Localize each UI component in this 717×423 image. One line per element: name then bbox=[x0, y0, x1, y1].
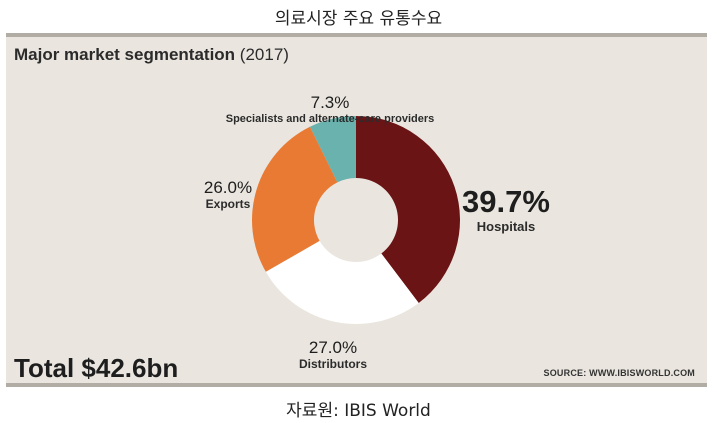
slice-distributors bbox=[265, 240, 419, 324]
slice-exports bbox=[252, 126, 338, 272]
chart-title-year: (2017) bbox=[239, 45, 289, 64]
chart-title-main: Major market segmentation bbox=[14, 45, 236, 64]
data-label-hospitals-name: Hospitals bbox=[477, 219, 536, 234]
data-label-hospitals-percent: 39.7% bbox=[462, 184, 550, 219]
data-label-distributors-name: Distributors bbox=[299, 357, 367, 371]
page-caption-bottom: 자료원: IBIS World bbox=[286, 401, 431, 421]
data-label-specialists-percent: 7.3% bbox=[311, 93, 350, 112]
page-caption-top: 의료시장 주요 유통수요 bbox=[274, 9, 443, 29]
chart-title: Major market segmentation (2017) bbox=[14, 45, 289, 65]
market-total: Total $42.6bn bbox=[14, 353, 179, 383]
data-label-exports-name: Exports bbox=[206, 197, 251, 211]
data-label-specialists-name: Specialists and alternate-care providers bbox=[226, 113, 434, 125]
donut-chart: 39.7%Hospitals 27.0%Distributors 26.0%Expo… bbox=[204, 93, 550, 371]
chart-panel: Major market segmentation (2017) 39.7% Ho… bbox=[6, 33, 707, 387]
source-note: SOURCE: WWW.IBISWORLD.COM bbox=[543, 368, 695, 378]
slice-hospitals bbox=[356, 116, 461, 303]
data-label-exports-percent: 26.0% bbox=[204, 178, 252, 197]
data-label-distributors-percent: 27.0% bbox=[309, 338, 357, 357]
slice-specialists bbox=[309, 116, 356, 183]
